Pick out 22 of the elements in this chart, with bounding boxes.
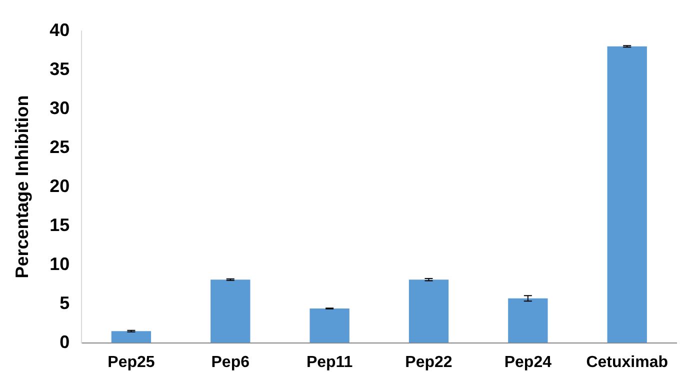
x-tick-label: Pep22 bbox=[405, 354, 452, 371]
y-tick-label: 35 bbox=[50, 58, 70, 79]
y-tick-label: 30 bbox=[50, 98, 70, 118]
bar bbox=[310, 308, 350, 343]
bar bbox=[210, 280, 250, 343]
y-tick-label: 0 bbox=[60, 332, 70, 352]
y-axis-title: Percentage Inhibition bbox=[12, 95, 32, 278]
x-tick-label: Cetuximab bbox=[586, 354, 668, 371]
y-tick-label: 5 bbox=[60, 292, 70, 313]
x-tick-label: Pep24 bbox=[504, 354, 552, 371]
y-tick-label: 20 bbox=[50, 176, 70, 196]
y-tick-label: 40 bbox=[50, 20, 70, 40]
y-tick-label: 25 bbox=[50, 136, 70, 157]
x-tick-label: Pep25 bbox=[108, 354, 155, 371]
x-tick-label: Pep6 bbox=[211, 354, 250, 371]
bar bbox=[607, 46, 647, 343]
bar bbox=[111, 331, 152, 343]
y-tick-label: 10 bbox=[50, 254, 70, 274]
bar bbox=[408, 280, 449, 343]
y-tick-label: 15 bbox=[50, 214, 70, 235]
bar bbox=[508, 298, 548, 343]
x-tick-label: Pep11 bbox=[306, 354, 353, 371]
